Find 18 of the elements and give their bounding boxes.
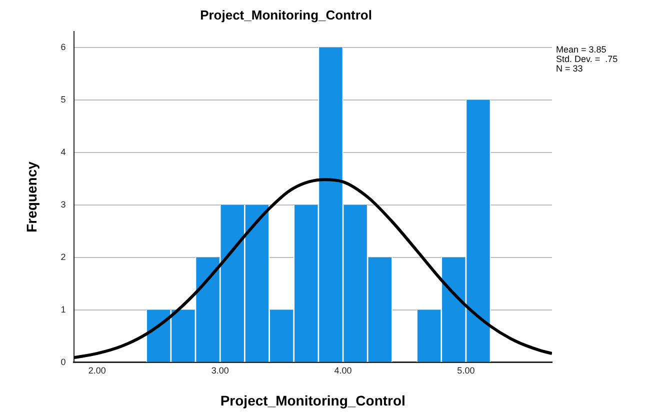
- y-tick-label: 6: [60, 42, 66, 52]
- y-axis-title: Frequency: [23, 161, 40, 232]
- x-tick-label: 2.00: [88, 365, 106, 376]
- y-tick-label: 3: [60, 199, 66, 210]
- x-tick-label: 5.00: [457, 365, 475, 376]
- text: Mean = 3.85: [556, 44, 606, 54]
- x-tick-label: 3.00: [211, 365, 229, 376]
- line-series: [74, 178, 552, 360]
- text: N = 33: [556, 63, 583, 74]
- text: Std. Dev. = .75: [556, 54, 618, 64]
- x-tick-label: 4.00: [334, 365, 352, 376]
- x-axis-title: Project_Monitoring_Control: [220, 392, 406, 408]
- y-tick-label: 5: [60, 94, 66, 104]
- y-tick-label: 0: [60, 356, 66, 367]
- chart-title: Project_Monitoring_Control: [200, 7, 372, 22]
- y-tick-label: 2: [60, 252, 66, 262]
- y-tick-label: 1: [60, 304, 66, 314]
- y-tick-label: 4: [60, 146, 66, 157]
